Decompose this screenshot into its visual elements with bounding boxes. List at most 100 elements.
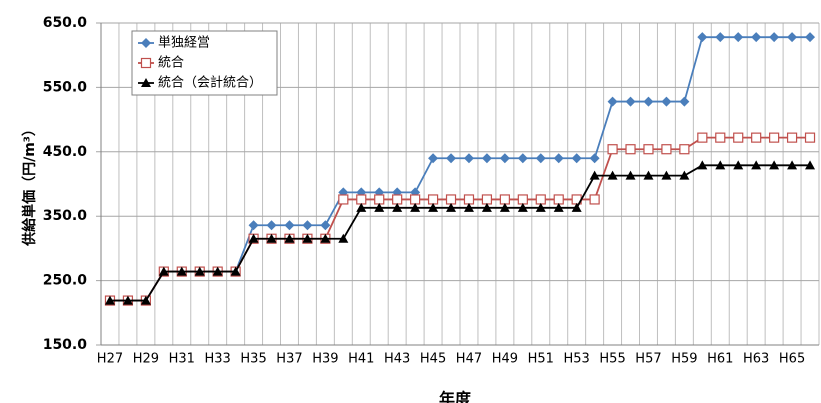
point xyxy=(643,170,654,180)
x-tick-label: H43 xyxy=(384,352,410,367)
point xyxy=(625,144,636,155)
point xyxy=(499,153,510,164)
point xyxy=(661,144,672,155)
point xyxy=(427,194,439,205)
x-tick-label: H37 xyxy=(276,352,302,367)
legend-label: 統合 xyxy=(158,56,184,71)
point xyxy=(769,32,780,43)
point xyxy=(535,194,546,205)
point xyxy=(787,160,798,170)
point xyxy=(517,194,528,205)
point xyxy=(320,220,331,231)
x-tick-label: H65 xyxy=(779,352,805,367)
point xyxy=(805,160,816,170)
point xyxy=(786,132,798,143)
point xyxy=(284,220,295,231)
point xyxy=(446,153,457,164)
point xyxy=(428,202,439,212)
point xyxy=(517,202,528,212)
point xyxy=(374,202,385,212)
point xyxy=(643,96,654,107)
x-tick-label: H39 xyxy=(312,352,338,367)
point xyxy=(481,194,493,205)
x-tick-label: H35 xyxy=(240,352,266,367)
point xyxy=(661,96,672,107)
legend-label: 統合（会計統合） xyxy=(158,75,262,91)
point xyxy=(410,202,421,212)
point xyxy=(787,32,798,43)
point xyxy=(733,132,744,143)
x-tick-label: H45 xyxy=(420,352,446,367)
point xyxy=(751,132,762,143)
point xyxy=(607,96,618,107)
x-tick-label: H61 xyxy=(707,352,733,367)
point xyxy=(733,160,744,170)
point xyxy=(302,233,313,243)
point xyxy=(374,194,385,205)
point xyxy=(679,96,690,107)
point xyxy=(104,295,115,305)
x-tick-label: H49 xyxy=(492,352,518,367)
x-tick-label: H31 xyxy=(169,352,195,367)
point xyxy=(697,160,708,170)
x-tick-label: H27 xyxy=(97,352,123,367)
series-line xyxy=(109,164,811,302)
point xyxy=(356,202,367,212)
point xyxy=(535,153,546,164)
point xyxy=(715,160,726,170)
y-tick-label: 650.0 xyxy=(43,15,88,31)
y-tick-label: 350.0 xyxy=(43,208,88,224)
x-tick-label: H59 xyxy=(671,352,697,367)
point xyxy=(805,32,816,43)
point xyxy=(284,233,295,243)
y-tick-label: 150.0 xyxy=(43,337,88,353)
point xyxy=(212,266,223,276)
point xyxy=(499,194,510,205)
x-tick-label: H55 xyxy=(599,352,625,367)
point xyxy=(248,233,259,243)
point xyxy=(697,32,708,43)
point xyxy=(571,202,582,212)
point xyxy=(338,233,349,243)
x-tick-label: H53 xyxy=(564,352,590,367)
x-tick-label: H63 xyxy=(743,352,769,367)
point xyxy=(158,266,169,276)
x-tick-label: H29 xyxy=(133,352,159,367)
point xyxy=(625,96,636,107)
point xyxy=(535,202,546,212)
point xyxy=(733,32,744,43)
point xyxy=(302,220,313,231)
point xyxy=(499,202,510,212)
point xyxy=(589,153,600,164)
point xyxy=(463,194,475,205)
point xyxy=(140,295,151,305)
point xyxy=(266,220,277,231)
legend-label: 単独経営 xyxy=(158,35,210,51)
point xyxy=(715,32,726,43)
point xyxy=(589,194,600,205)
point xyxy=(266,233,277,243)
x-tick-label: H47 xyxy=(456,352,482,367)
point xyxy=(661,170,672,180)
point xyxy=(356,194,367,205)
point xyxy=(320,233,331,243)
point xyxy=(122,295,133,305)
legend-marker xyxy=(140,57,152,69)
point xyxy=(625,170,636,180)
point xyxy=(643,144,654,155)
y-axis-label: 供給単価（円/m³） xyxy=(21,122,38,247)
y-tick-label: 250.0 xyxy=(43,273,88,289)
point xyxy=(589,170,600,180)
point xyxy=(248,220,259,231)
point xyxy=(338,194,349,205)
x-tick-label: H33 xyxy=(205,352,231,367)
point xyxy=(176,266,187,276)
point xyxy=(769,132,780,143)
point xyxy=(463,202,474,212)
point xyxy=(392,202,403,212)
point xyxy=(446,202,457,212)
x-tick-label: H41 xyxy=(348,352,374,367)
point xyxy=(230,266,241,276)
x-tick-label: H51 xyxy=(528,352,554,367)
